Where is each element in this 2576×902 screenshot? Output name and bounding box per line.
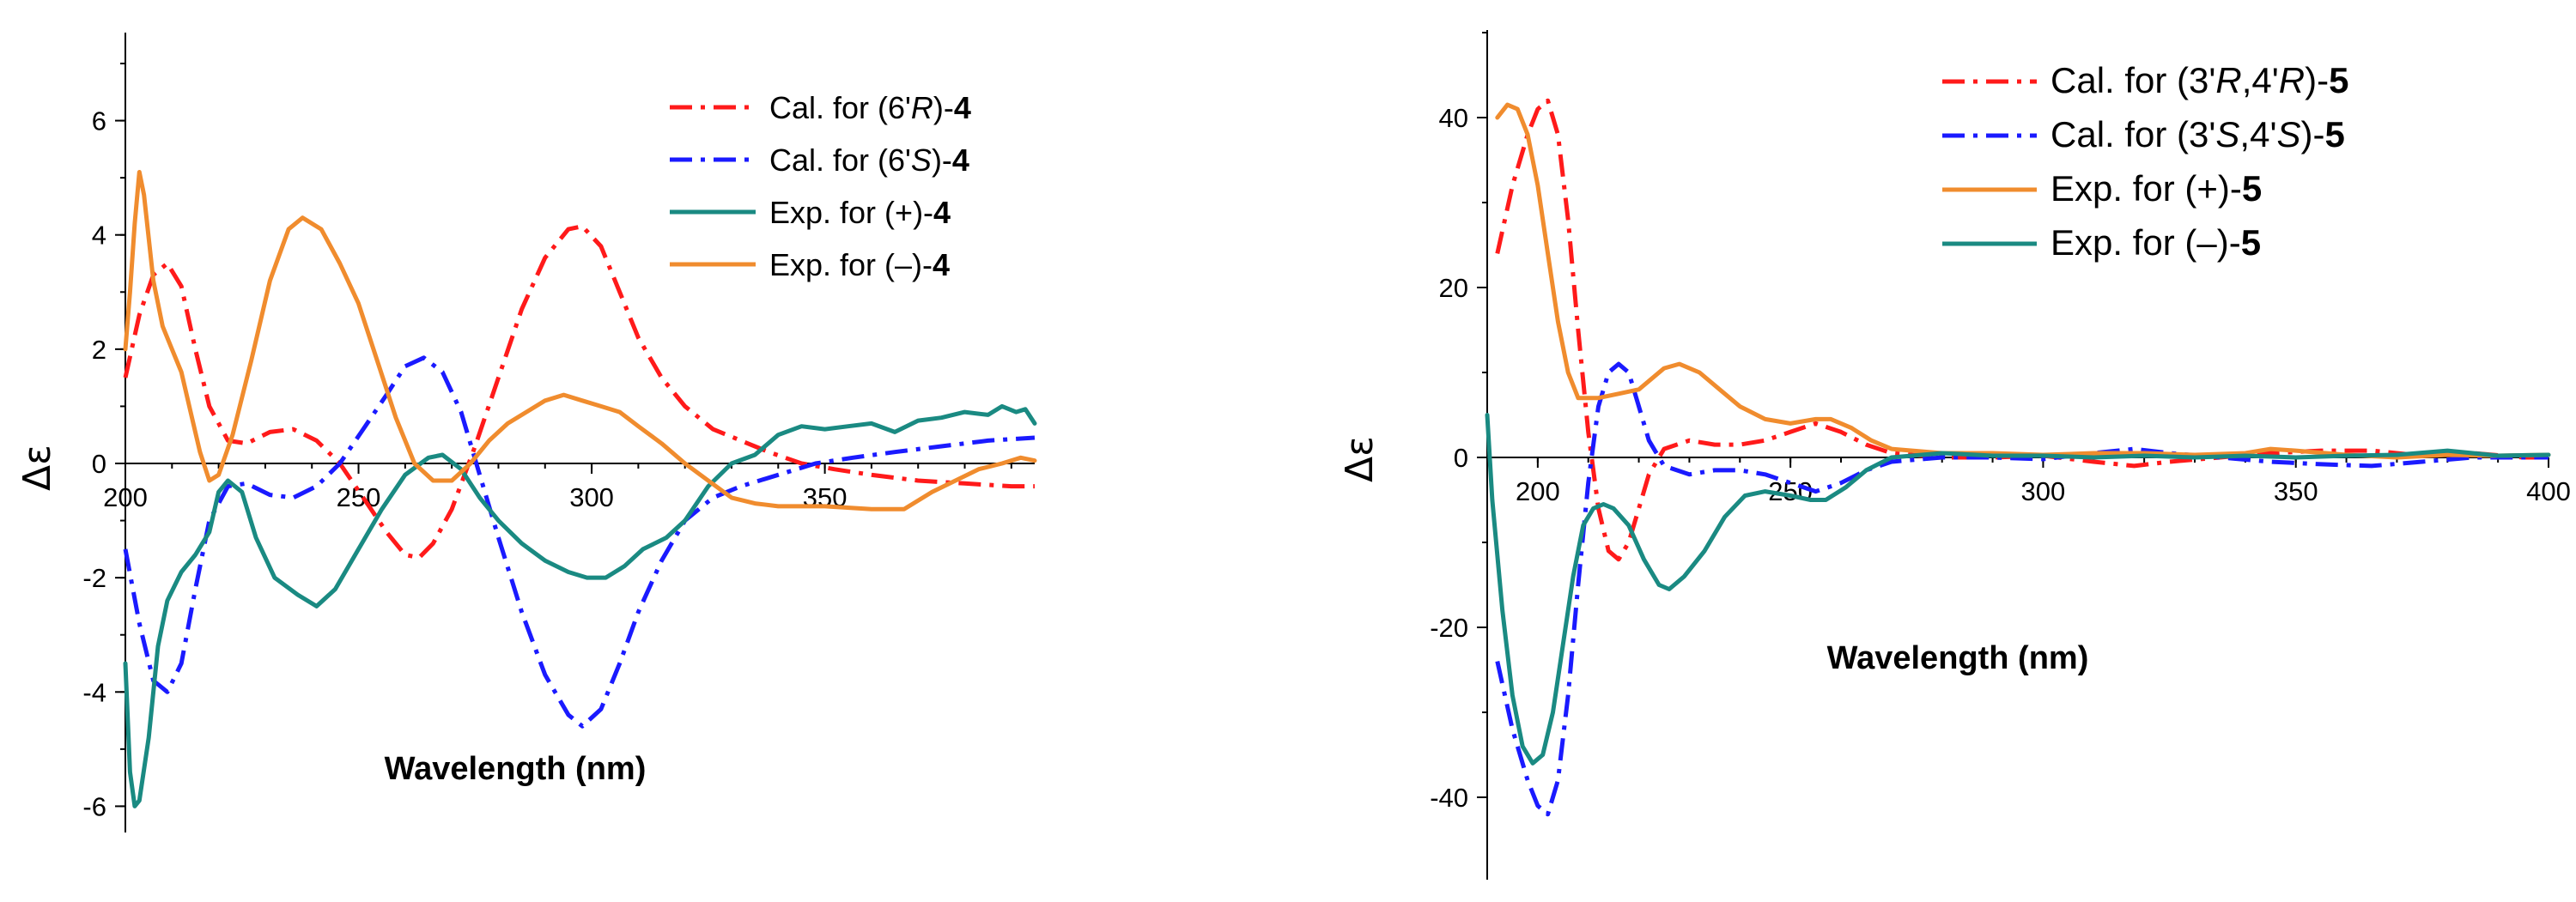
series-line-4 [1485, 413, 2551, 766]
y-tick-label: -2 [82, 563, 106, 593]
y-tick-label: -6 [82, 791, 106, 821]
series-line-3 [123, 403, 1037, 808]
legend-label: Exp. for (–)-4 [769, 247, 950, 282]
y-tick-label: 40 [1439, 103, 1468, 133]
legend-label: Exp. for (–)-5 [2050, 222, 2261, 263]
y-tick-label: -4 [82, 677, 106, 707]
y-tick-label: 4 [92, 221, 106, 251]
y-tick-label: -40 [1430, 783, 1468, 813]
y-tick-label: -20 [1430, 613, 1468, 643]
y-tick-label: 0 [92, 449, 106, 479]
y-axis-title: Δε [1338, 436, 1382, 482]
y-tick-label: 2 [92, 335, 106, 365]
legend-label: Cal. for (3'R,4'R)-5 [2050, 60, 2348, 100]
series-line-3 [1495, 102, 2551, 460]
legend-label: Cal. for (3'S,4'S)-5 [2050, 114, 2345, 154]
legend-label: Exp. for (+)-4 [769, 195, 951, 230]
legend-label: Cal. for (6'S)-4 [769, 142, 969, 178]
x-axis-title: Wavelength (nm) [1827, 640, 2089, 676]
legend: Cal. for (6'R)-4 Cal. for (6'S)-4 Exp. for… [670, 90, 971, 282]
x-tick-label: 250 [337, 482, 381, 512]
series-line-2 [123, 355, 1036, 729]
series-line-1 [123, 224, 1035, 560]
x-axis-title: Wavelength (nm) [385, 751, 647, 787]
legend-label: Exp. for (+)-5 [2050, 168, 2262, 209]
x-tick-label: 350 [2274, 476, 2318, 506]
legend: Cal. for (3'R,4'R)-5 Cal. for (3'S,4'S)-5… [1942, 60, 2348, 263]
x-tick-label: 300 [2021, 476, 2066, 506]
y-tick-label: 6 [92, 106, 106, 136]
y-tick-label: 20 [1439, 273, 1468, 303]
x-tick-label: 300 [569, 482, 614, 512]
x-tick-label: 200 [103, 482, 148, 512]
x-tick-label: 200 [1516, 476, 1560, 506]
series-line-2 [1495, 361, 2549, 817]
series-line-4 [123, 170, 1037, 512]
x-tick-label: 400 [2526, 476, 2571, 506]
legend-label: Cal. for (6'R)-4 [769, 90, 971, 125]
y-axis-title: Δε [15, 445, 59, 491]
y-tick-label: 0 [1454, 443, 1468, 473]
series-line-1 [1495, 98, 2549, 562]
